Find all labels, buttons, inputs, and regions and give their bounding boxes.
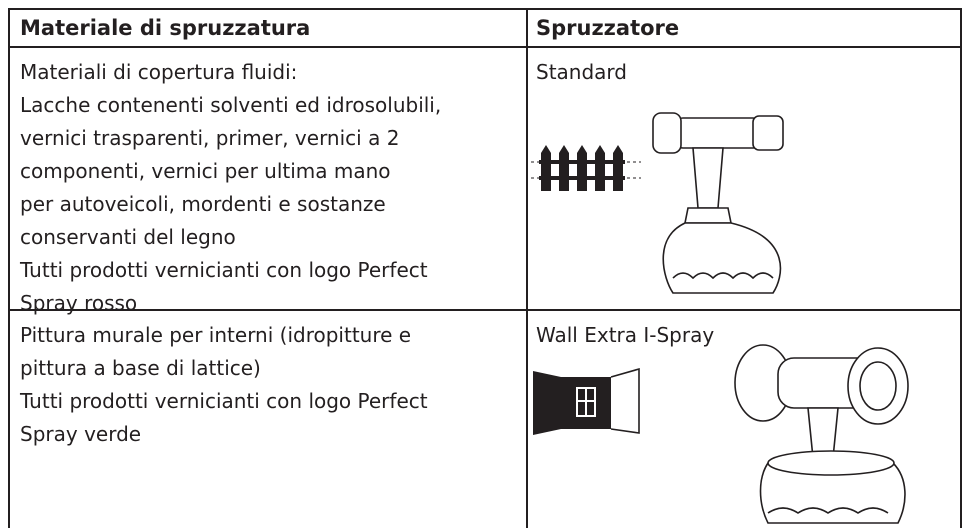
text-line: per autoveicoli, mordenti e sostanze (20, 192, 386, 216)
spray-gun-illustration (652, 112, 784, 294)
text-line: Spray rosso (20, 291, 138, 315)
text-line: Lacche contenenti solventi ed idrosolubi… (20, 93, 442, 117)
material-cell: Materiali di copertura fluidi: Lacche con… (20, 56, 441, 320)
table: Materiale di spruzzatura Spruzzatore Mat… (8, 8, 962, 528)
rule (960, 8, 962, 528)
rule (8, 8, 962, 10)
text-line: Spray verde (20, 422, 142, 446)
header-cell: Materiale di spruzzatura (20, 16, 311, 40)
text-line: vernici trasparenti, primer, vernici a 2 (20, 126, 400, 150)
sprayer-name: Standard (536, 60, 627, 84)
text-line: Materiali di copertura fluidi: (20, 60, 298, 84)
spray-gun-illustration (734, 344, 909, 524)
text-line: Tutti prodotti vernicianti con logo Perf… (20, 258, 428, 282)
text-line: componenti, vernici per ultima mano (20, 159, 391, 183)
sprayer-name: Wall Extra I-Spray (536, 323, 715, 347)
rule (8, 8, 10, 528)
fence-icon (531, 145, 641, 191)
text-line: Pittura murale per interni (idropitture … (20, 323, 412, 347)
text-line: conservanti del legno (20, 225, 236, 249)
wall-icon (533, 367, 640, 435)
text-line: pittura a base di lattice) (20, 356, 261, 380)
rule (8, 309, 962, 311)
text-line: Tutti prodotti vernicianti con logo Perf… (20, 389, 428, 413)
material-cell: Pittura murale per interni (idropitture … (20, 319, 428, 451)
rule (8, 46, 962, 48)
rule (526, 8, 528, 528)
header-cell: Spruzzatore (536, 16, 680, 40)
